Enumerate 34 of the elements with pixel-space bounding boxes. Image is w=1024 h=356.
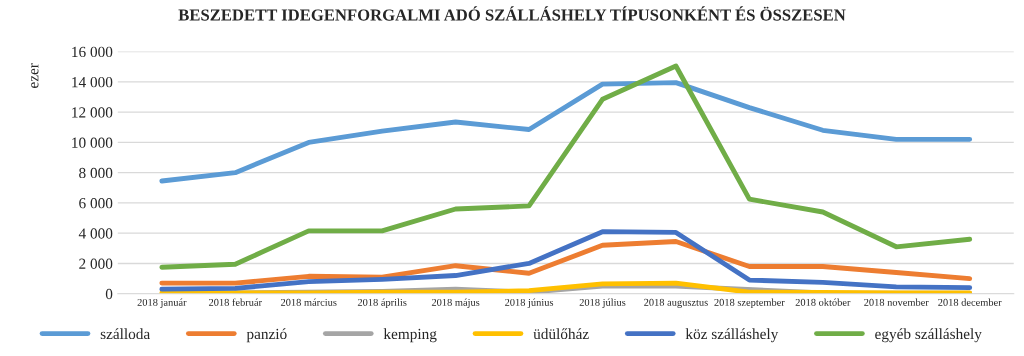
legend-label: kemping <box>383 328 437 343</box>
line-series <box>159 229 973 292</box>
legend-label: szálloda <box>100 328 150 340</box>
legend-label: üdülőház <box>533 328 589 340</box>
x-tick-label: 2018 április <box>357 298 407 309</box>
x-tick-label: 2018 augusztus <box>644 298 708 309</box>
y-tick-label: 4 000 <box>78 228 113 239</box>
y-tick-label: 14 000 <box>72 77 113 88</box>
y-tick-label: 0 <box>105 288 113 300</box>
line-series <box>159 239 973 286</box>
y-tick-label: 12 000 <box>72 107 113 118</box>
line-series <box>159 63 973 270</box>
line-series <box>159 280 973 294</box>
chart-title: BESZEDETT IDEGENFORGALMI ADÓ SZÁLLÁSHELY TÍPUSONKÉNT ÉS ÖSSZESEN <box>178 6 846 21</box>
y-axis-title: ezer <box>31 63 39 88</box>
y-tick-label: 16 000 <box>72 46 113 58</box>
x-tick-label: 2018 július <box>579 298 626 309</box>
legend-label: panzió <box>246 328 287 343</box>
x-tick-label: 2018 március <box>280 298 337 306</box>
x-tick-label: 2018 január <box>137 298 187 309</box>
y-tick-label: 10 000 <box>72 137 113 148</box>
x-tick-label: 2018 november <box>864 298 929 306</box>
x-tick-label: 2018 február <box>208 298 262 306</box>
x-tick-label: 2018 október <box>795 298 851 306</box>
legend-label: egyéb szálláshely <box>875 328 982 343</box>
x-tick-label: 2018 szeptember <box>714 298 785 309</box>
x-tick-label: 2018 december <box>938 298 1002 306</box>
x-tick-label: 2018 június <box>505 298 554 309</box>
legend-label: köz szálláshely <box>685 328 779 343</box>
x-tick-label: 2018 május <box>431 298 480 309</box>
y-tick-label: 2 000 <box>79 258 113 269</box>
y-tick-label: 8 000 <box>79 167 113 179</box>
line-series <box>159 80 973 184</box>
y-tick-label: 6 000 <box>79 198 113 209</box>
